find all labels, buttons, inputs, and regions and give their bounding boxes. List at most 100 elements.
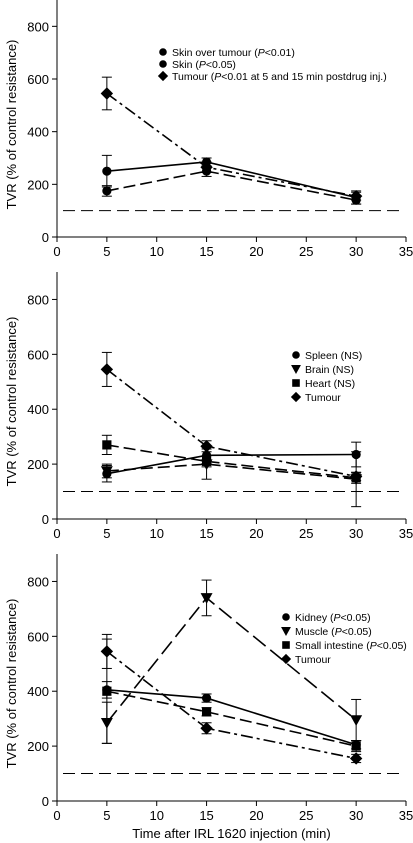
legend-entry: Small intestine (P<0.05) bbox=[295, 640, 407, 652]
data-point bbox=[102, 186, 112, 196]
series-3 bbox=[101, 434, 362, 484]
x-tick-label: 25 bbox=[299, 808, 313, 823]
series-line bbox=[106, 170, 357, 201]
data-point bbox=[100, 363, 114, 376]
x-tick-label: 20 bbox=[249, 808, 263, 823]
legend-marker bbox=[159, 48, 167, 56]
y-tick-label: 0 bbox=[42, 794, 49, 809]
legend-marker bbox=[292, 351, 300, 359]
x-tick-label: 20 bbox=[249, 526, 263, 541]
series-line bbox=[106, 650, 357, 760]
x-tick-label: 15 bbox=[199, 244, 213, 259]
series-3 bbox=[100, 76, 363, 203]
y-axis-label: TVR (% of control resistance) bbox=[4, 40, 19, 210]
legend: Spleen (NS) Brain (NS) Heart (NS) Tumour bbox=[290, 350, 362, 404]
y-tick-label: 200 bbox=[27, 177, 49, 192]
legend-marker bbox=[159, 60, 167, 68]
series-2 bbox=[100, 448, 363, 508]
legend-marker bbox=[281, 627, 291, 636]
data-point bbox=[200, 440, 213, 453]
legend-entry: Kidney (P<0.05) bbox=[295, 612, 371, 624]
legend-marker bbox=[280, 653, 292, 665]
x-tick-label: 0 bbox=[53, 244, 60, 259]
data-point bbox=[349, 189, 363, 203]
y-tick-label: 800 bbox=[27, 19, 49, 34]
series-line bbox=[106, 92, 357, 197]
legend-entry: Tumour (P<0.01 at 5 and 15 min postdrug … bbox=[172, 71, 387, 83]
x-tick-label: 30 bbox=[349, 526, 363, 541]
x-tick-label: 10 bbox=[149, 808, 163, 823]
y-tick-label: 800 bbox=[27, 292, 49, 307]
x-tick-label: 5 bbox=[103, 808, 110, 823]
data-point bbox=[349, 752, 363, 765]
x-tick-label: 25 bbox=[299, 244, 313, 259]
legend-marker bbox=[282, 613, 290, 621]
x-tick-label: 15 bbox=[199, 526, 213, 541]
series-1 bbox=[101, 154, 362, 205]
legend: Skin over tumour (P<0.01)Skin (P<0.05)Tu… bbox=[157, 47, 387, 83]
y-tick-label: 0 bbox=[42, 230, 49, 245]
data-point bbox=[200, 722, 213, 735]
data-point bbox=[100, 466, 113, 477]
series-3 bbox=[101, 638, 362, 753]
axes-frame bbox=[56, 554, 406, 802]
x-tick-label: 25 bbox=[299, 526, 313, 541]
chart-panel-3: 0 5 10 15 20 25 30 35 0 200 400 600 800 TVR (% of con… bbox=[4, 554, 413, 841]
legend-marker bbox=[291, 365, 301, 374]
legend-entry: Muscle (P<0.05) bbox=[295, 626, 372, 638]
legend-marker bbox=[282, 641, 290, 649]
y-tick-label: 800 bbox=[27, 574, 49, 589]
y-tick-label: 600 bbox=[27, 629, 49, 644]
y-tick-label: 400 bbox=[27, 684, 49, 699]
y-axis-label: TVR (% of control resistance) bbox=[4, 599, 19, 769]
data-point bbox=[200, 161, 213, 174]
legend-marker bbox=[157, 70, 169, 82]
data-point bbox=[100, 87, 114, 100]
y-tick-label: 600 bbox=[27, 347, 49, 362]
x-tick-label: 5 bbox=[103, 244, 110, 259]
y-tick-label: 600 bbox=[27, 72, 49, 87]
x-tick-label: 35 bbox=[399, 526, 413, 541]
y-tick-label: 200 bbox=[27, 457, 49, 472]
series-line bbox=[106, 444, 357, 479]
data-point bbox=[200, 593, 213, 604]
data-point bbox=[201, 456, 212, 466]
legend-entry: Heart (NS) bbox=[305, 378, 355, 390]
legend-entry: Brain (NS) bbox=[305, 364, 354, 376]
x-tick-label: 35 bbox=[399, 808, 413, 823]
legend-marker bbox=[290, 391, 302, 403]
x-tick-label: 0 bbox=[53, 808, 60, 823]
series-1 bbox=[101, 441, 362, 483]
legend-entry: Skin (P<0.05) bbox=[172, 59, 236, 71]
data-point bbox=[349, 470, 363, 483]
y-tick-label: 0 bbox=[42, 512, 49, 527]
y-tick-label: 400 bbox=[27, 402, 49, 417]
data-point bbox=[201, 693, 212, 703]
x-tick-label: 10 bbox=[149, 244, 163, 259]
series-line bbox=[106, 690, 357, 747]
series-4 bbox=[100, 633, 363, 765]
legend-entry: Skin over tumour (P<0.01) bbox=[172, 47, 295, 59]
data-point bbox=[102, 440, 112, 450]
data-point bbox=[350, 715, 363, 727]
x-tick-label: 30 bbox=[349, 808, 363, 823]
x-axis-label: Time after IRL 1620 injection (min) bbox=[132, 826, 330, 841]
legend: Kidney (P<0.05) Muscle (P<0.05) Small inte… bbox=[280, 612, 407, 666]
x-tick-label: 20 bbox=[249, 244, 263, 259]
x-tick-label: 5 bbox=[103, 526, 110, 541]
y-tick-label: 400 bbox=[27, 125, 49, 140]
data-point bbox=[100, 645, 114, 658]
data-point bbox=[351, 741, 361, 751]
x-tick-label: 15 bbox=[199, 808, 213, 823]
data-point bbox=[102, 166, 112, 176]
series-4 bbox=[100, 351, 363, 483]
x-tick-label: 0 bbox=[53, 526, 60, 541]
legend-entry: Spleen (NS) bbox=[305, 350, 362, 362]
chart-panel-1: 0 5 10 15 20 25 30 35 0 200 400 600 800 TVR (% of con… bbox=[4, 0, 413, 259]
y-tick-label: 200 bbox=[27, 739, 49, 754]
legend-entry: Tumour bbox=[295, 654, 331, 666]
y-axis-label: TVR (% of control resistance) bbox=[4, 317, 19, 487]
data-point bbox=[102, 686, 112, 696]
